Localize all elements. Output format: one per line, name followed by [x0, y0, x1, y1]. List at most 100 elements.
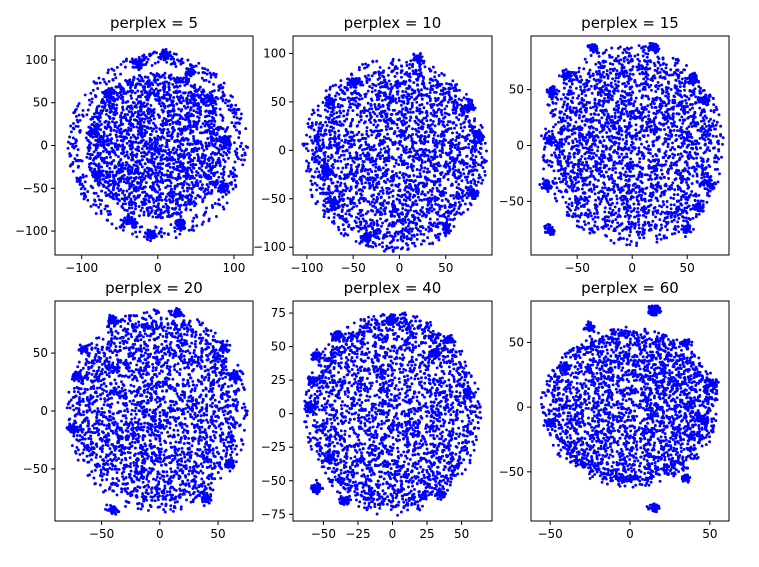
scatter-point — [184, 147, 188, 151]
scatter-point — [146, 173, 150, 176]
scatter-point — [176, 153, 180, 157]
scatter-point — [430, 122, 434, 126]
scatter-point — [341, 205, 345, 209]
scatter-point — [119, 118, 123, 122]
scatter-point — [318, 156, 322, 160]
scatter-point — [388, 179, 392, 183]
scatter-point — [234, 103, 238, 107]
scatter-point — [179, 138, 183, 142]
scatter-point — [129, 136, 133, 140]
scatter-point — [186, 189, 189, 193]
scatter-point — [411, 88, 415, 92]
scatter-point — [333, 137, 337, 141]
scatter-point — [125, 57, 128, 61]
scatter-point — [338, 97, 342, 100]
scatter-point — [166, 134, 170, 138]
scatter-point — [115, 106, 118, 110]
scatter-point — [119, 87, 123, 91]
scatter-point — [337, 123, 341, 127]
scatter-point — [360, 197, 364, 200]
scatter-point — [421, 226, 425, 230]
scatter-point — [179, 210, 183, 214]
scatter-point — [372, 197, 376, 201]
scatter-point — [171, 148, 175, 152]
scatter-point — [405, 212, 409, 216]
scatter-point — [97, 198, 101, 202]
scatter-point — [109, 97, 112, 100]
scatter-point — [397, 96, 401, 100]
scatter-point — [407, 150, 411, 154]
scatter-point — [166, 211, 170, 214]
scatter-point — [161, 211, 165, 215]
scatter-point — [186, 138, 190, 142]
scatter-point — [185, 127, 189, 131]
scatter-point — [225, 153, 229, 157]
scatter-point — [146, 234, 150, 238]
scatter-point — [178, 117, 182, 121]
scatter-point — [359, 192, 363, 196]
scatter-point — [136, 122, 140, 126]
scatter-point — [426, 140, 430, 144]
scatter-point — [337, 115, 341, 118]
scatter-point — [222, 207, 226, 211]
scatter-point — [105, 88, 109, 92]
scatter-point — [188, 202, 192, 206]
scatter-point — [161, 121, 165, 125]
scatter-point — [154, 97, 158, 101]
scatter-point — [132, 65, 136, 69]
scatter-point — [165, 60, 169, 64]
scatter-point — [121, 144, 125, 148]
scatter-point — [92, 191, 96, 195]
scatter-point — [127, 214, 131, 218]
scatter-point — [144, 174, 148, 178]
scatter-point — [146, 109, 149, 113]
scatter-point — [450, 183, 454, 187]
scatter-point — [221, 145, 225, 149]
scatter-point — [102, 132, 106, 136]
scatter-point — [128, 184, 132, 188]
scatter-point — [222, 170, 226, 174]
scatter-point — [439, 110, 443, 114]
scatter-point — [143, 113, 147, 117]
scatter-point — [401, 207, 405, 210]
scatter-point — [322, 145, 325, 149]
scatter-point — [143, 168, 147, 172]
scatter-point — [209, 168, 213, 172]
scatter-point — [417, 75, 420, 79]
scatter-point — [205, 114, 209, 118]
scatter-point — [173, 140, 177, 143]
scatter-point — [227, 139, 231, 143]
scatter-point — [199, 175, 203, 179]
scatter-point — [150, 63, 154, 67]
scatter-point — [407, 231, 411, 235]
scatter-point — [235, 152, 239, 156]
y-tick-label: 50 — [33, 96, 48, 110]
scatter-point — [115, 130, 119, 133]
scatter-point — [115, 195, 118, 199]
scatter-point — [192, 149, 196, 153]
scatter-point — [201, 88, 205, 92]
scatter-point — [209, 94, 213, 97]
scatter-point — [404, 116, 408, 120]
scatter-point — [405, 235, 409, 238]
scatter-point — [143, 190, 147, 194]
scatter-point — [145, 125, 149, 129]
scatter-point — [436, 98, 440, 102]
scatter-point — [197, 104, 201, 108]
scatter-point — [147, 150, 151, 154]
scatter-point — [174, 52, 178, 56]
scatter-point — [365, 129, 369, 133]
scatter-point — [215, 132, 219, 136]
scatter-point — [423, 134, 427, 138]
scatter-point — [114, 76, 118, 80]
scatter-point — [212, 128, 216, 132]
scatter-point — [437, 117, 441, 121]
scatter-point — [368, 111, 372, 115]
scatter-point — [98, 171, 102, 174]
scatter-point — [348, 151, 352, 155]
scatter-point — [243, 158, 246, 162]
scatter-point — [205, 183, 209, 187]
scatter-point — [348, 189, 352, 193]
scatter-point — [187, 79, 191, 83]
scatter-point — [138, 113, 142, 117]
